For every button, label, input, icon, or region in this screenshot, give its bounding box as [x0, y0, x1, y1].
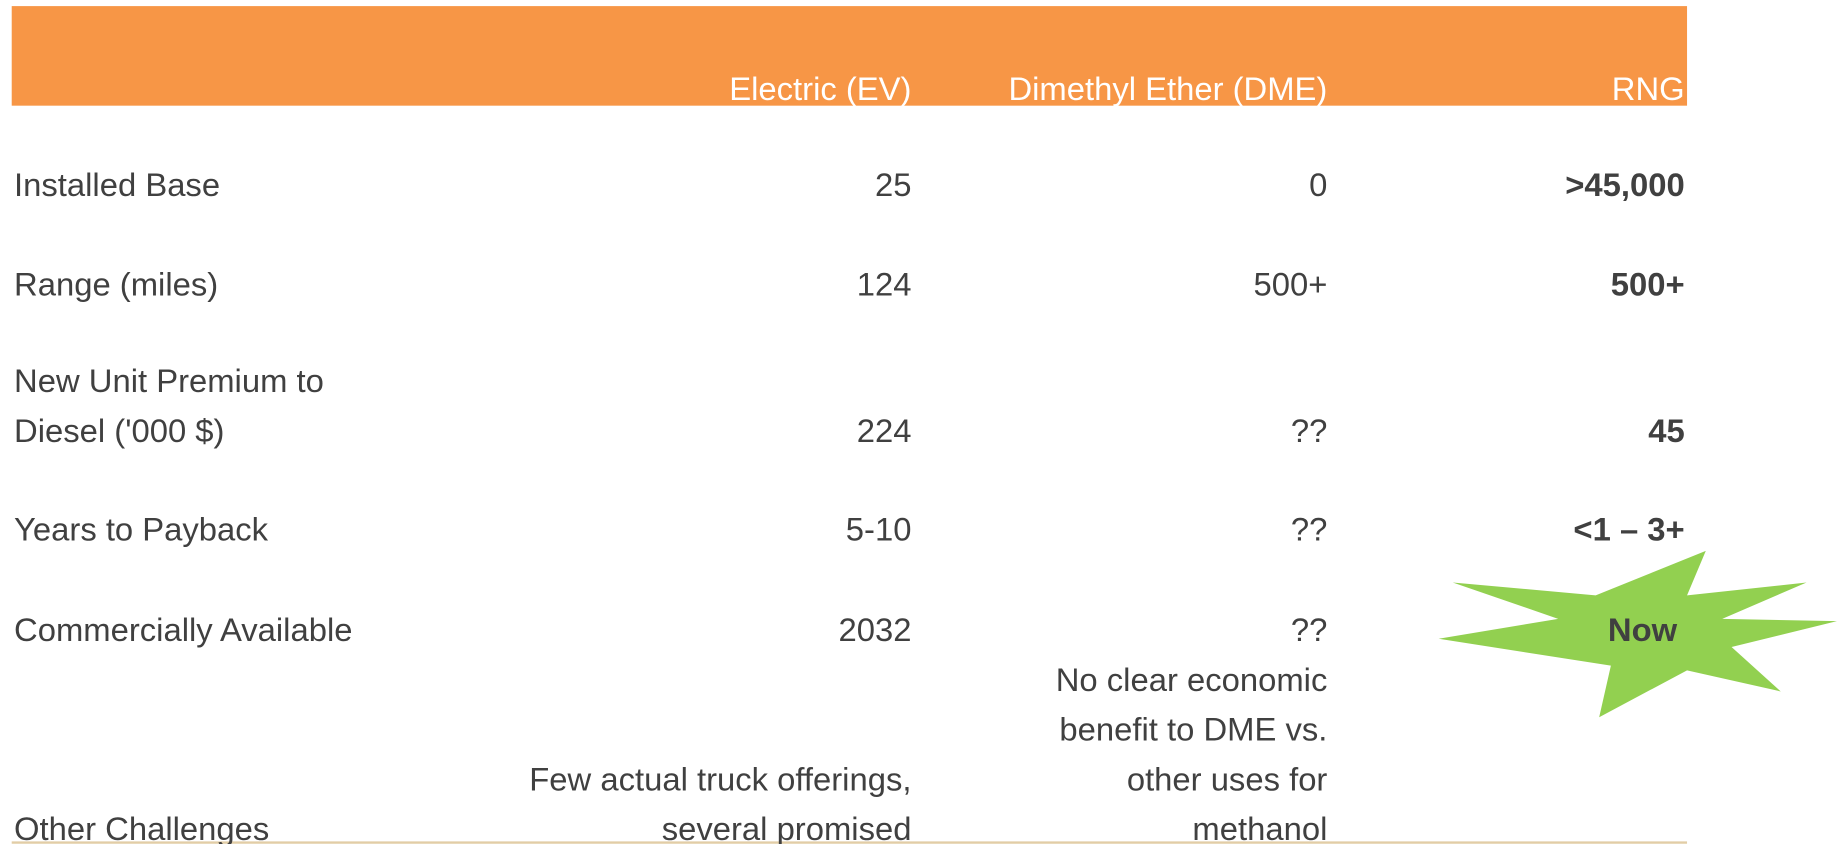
- cell: Few actual truck offerings,: [529, 760, 911, 797]
- column-header: Dimethyl Ether (DME): [1008, 70, 1327, 107]
- cell: 500+: [1611, 265, 1685, 302]
- cell: ??: [1291, 412, 1327, 449]
- cell: benefit to DME vs.: [1059, 711, 1327, 748]
- cell: No clear economic: [1056, 661, 1328, 698]
- row-label: Range (miles): [14, 265, 218, 302]
- cell: <1 – 3+: [1573, 510, 1684, 547]
- cell: 2032: [839, 611, 912, 648]
- row-label: Other Challenges: [14, 810, 269, 844]
- cell: 500+: [1253, 265, 1327, 302]
- cell: several promised: [662, 810, 912, 844]
- cell: >45,000: [1565, 166, 1684, 203]
- cell: 45: [1648, 412, 1684, 449]
- column-header: Electric (EV): [729, 70, 911, 107]
- row-label: Years to Payback: [14, 510, 269, 547]
- cell: 0: [1309, 166, 1327, 203]
- cell: 25: [875, 166, 911, 203]
- row-label: Diesel ('000 $): [14, 412, 224, 449]
- cell: 5-10: [846, 510, 912, 547]
- cell: methanol: [1192, 810, 1327, 844]
- row-label: New Unit Premium to: [14, 362, 324, 399]
- cell: Now: [1608, 611, 1678, 648]
- cell: 224: [857, 412, 912, 449]
- cell: 124: [857, 265, 912, 302]
- starburst: [1438, 550, 1837, 718]
- cell: other uses for: [1127, 760, 1328, 797]
- cell: ??: [1291, 611, 1327, 648]
- row-label: Installed Base: [14, 166, 220, 203]
- row-label: Commercially Available: [14, 611, 352, 648]
- column-header: RNG: [1612, 70, 1685, 107]
- cell: ??: [1291, 510, 1327, 547]
- header-band: [11, 6, 1688, 106]
